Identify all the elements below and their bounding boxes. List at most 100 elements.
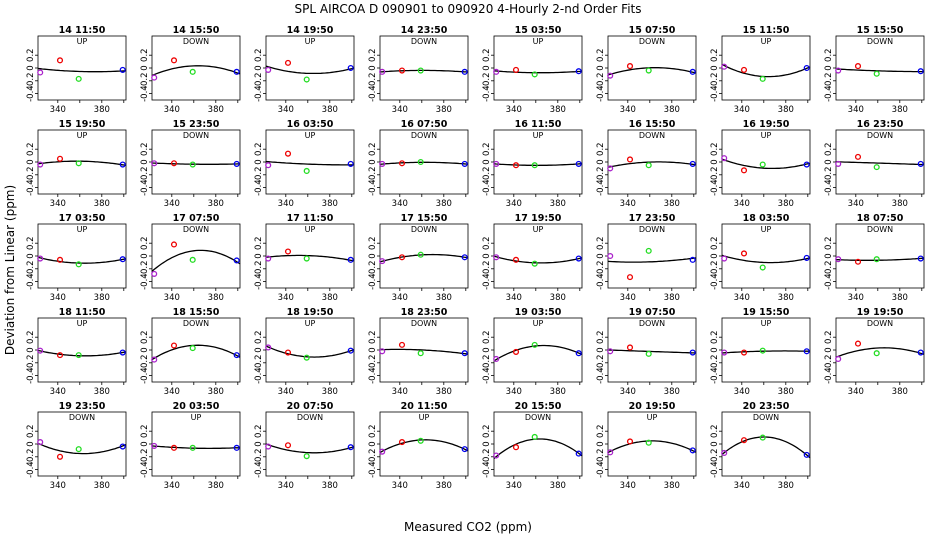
data-point	[854, 153, 862, 160]
x-tick-label: 380	[208, 481, 224, 491]
data-point	[170, 160, 178, 167]
x-tick-label: 340	[620, 199, 636, 209]
panel-direction: UP	[761, 319, 772, 328]
y-tick-label: -0.4	[368, 461, 378, 478]
x-tick-label: 380	[664, 387, 680, 397]
x-tick-label: 380	[550, 293, 566, 303]
data-point	[265, 66, 272, 73]
data-point	[37, 439, 44, 446]
y-tick-label: 0.2	[26, 424, 36, 438]
x-tick-label: 380	[550, 199, 566, 209]
y-tick-label: -0.2	[482, 167, 492, 184]
data-point	[493, 355, 500, 363]
x-tick-label: 340	[848, 293, 864, 303]
fit-curve	[379, 161, 469, 165]
y-tick-label: -0.2	[368, 355, 378, 372]
data-point	[233, 160, 240, 167]
data-point	[721, 255, 728, 262]
panel-direction: DOWN	[183, 131, 209, 140]
data-point	[873, 70, 880, 77]
data-point	[37, 255, 44, 262]
fit-curve	[37, 442, 127, 455]
data-point	[626, 156, 634, 163]
fit-curve	[493, 163, 583, 167]
data-point	[265, 162, 272, 169]
y-tick-label: -0.4	[482, 273, 492, 290]
y-tick-label: 0	[368, 347, 378, 352]
y-tick-label: 0.2	[482, 236, 492, 250]
y-tick-label: -0.2	[254, 449, 264, 466]
y-tick-label: -0.2	[824, 167, 834, 184]
x-tick-label: 340	[50, 105, 66, 115]
y-tick-label: -0.2	[824, 355, 834, 372]
x-tick-label: 380	[778, 105, 794, 115]
y-tick-label: 0.2	[596, 236, 606, 250]
y-tick-label: -0.2	[596, 449, 606, 466]
y-tick-label: 0.2	[26, 142, 36, 156]
x-tick-label: 380	[436, 293, 452, 303]
y-tick-label: 0	[254, 347, 264, 352]
x-tick-label: 340	[392, 105, 408, 115]
x-tick-label: 380	[94, 293, 110, 303]
panel-direction: UP	[305, 225, 316, 234]
panel-direction: DOWN	[639, 131, 665, 140]
y-tick-label: 0	[824, 347, 834, 352]
fit-curve	[493, 438, 583, 459]
y-tick-label: 0	[368, 441, 378, 446]
y-tick-label: -0.2	[710, 73, 720, 90]
data-point	[740, 437, 748, 444]
y-tick-label: 0	[482, 253, 492, 258]
data-point	[512, 162, 520, 169]
data-point	[917, 68, 924, 75]
x-tick-label: 340	[50, 387, 66, 397]
panel-direction: UP	[77, 319, 88, 328]
fit-curve	[835, 347, 925, 358]
fit-curve	[265, 443, 355, 454]
panel-title: 14 15:50	[173, 25, 220, 36]
x-tick-label: 340	[506, 199, 522, 209]
data-point	[461, 446, 468, 453]
data-point	[740, 349, 748, 356]
panel-direction: DOWN	[69, 413, 95, 422]
y-tick-label: -0.2	[596, 167, 606, 184]
data-point	[303, 354, 310, 361]
fit-curve	[721, 436, 811, 459]
panel-direction: DOWN	[411, 37, 437, 46]
data-point	[645, 67, 652, 74]
y-tick-label: 0.2	[824, 330, 834, 344]
y-tick-label: 0	[254, 159, 264, 164]
panel-direction: DOWN	[411, 131, 437, 140]
x-tick-label: 380	[322, 481, 338, 491]
panel-title: 20 19:50	[629, 401, 676, 412]
x-tick-label: 380	[664, 105, 680, 115]
y-tick-label: 0.2	[596, 330, 606, 344]
y-tick-label: -0.4	[140, 85, 150, 102]
data-point	[233, 352, 240, 359]
x-tick-label: 340	[50, 293, 66, 303]
y-tick-label: -0.4	[368, 179, 378, 196]
data-point	[398, 439, 406, 446]
fit-curve	[265, 65, 355, 75]
data-point	[189, 256, 196, 263]
data-point	[689, 349, 696, 356]
panel-direction: DOWN	[753, 413, 779, 422]
data-point	[759, 347, 766, 354]
panel-title: 18 15:50	[173, 307, 220, 318]
data-point	[284, 59, 292, 66]
y-tick-label: -0.2	[26, 261, 36, 278]
data-point	[493, 160, 500, 167]
panel-direction: UP	[761, 225, 772, 234]
y-tick-label: -0.4	[596, 179, 606, 196]
panel-direction: UP	[761, 131, 772, 140]
panel-title: 18 23:50	[401, 307, 448, 318]
data-point	[721, 155, 728, 162]
panel-direction: UP	[305, 37, 316, 46]
y-tick-label: 0	[254, 253, 264, 258]
y-tick-label: 0	[710, 159, 720, 164]
data-point	[689, 447, 696, 454]
